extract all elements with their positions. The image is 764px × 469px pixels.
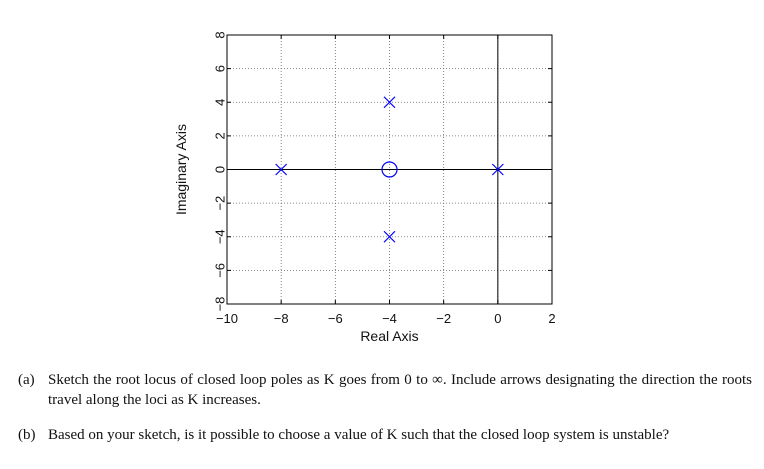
question-a-label: (a) (18, 372, 35, 388)
y-tick-label: −4 (212, 229, 227, 244)
pole-zero-markers (275, 96, 504, 243)
y-tick-label: 4 (212, 99, 227, 106)
x-tick-label: −8 (274, 311, 289, 326)
question-b-label: (b) (18, 427, 36, 443)
pole-marker-stroke (491, 163, 504, 176)
x-tick-label: 2 (548, 311, 555, 326)
pole-marker-stroke (383, 230, 396, 243)
x-tick-label: −6 (328, 311, 343, 326)
y-tick-label: 6 (212, 65, 227, 72)
axis-ticks (226, 34, 553, 305)
x-tick-label: −4 (382, 311, 397, 326)
question-a-text: Sketch the root locus of closed loop pol… (48, 372, 752, 408)
y-tick-labels: −8 −6 −4 −2 0 2 4 6 8 (212, 31, 227, 311)
x-tick-label: 0 (494, 311, 501, 326)
y-tick-label: 2 (212, 132, 227, 139)
pole-marker-stroke (275, 163, 288, 176)
x-tick-label: −10 (216, 311, 238, 326)
pole-marker (275, 163, 288, 176)
x-tick-labels: −10 −8 −6 −4 −2 0 2 (216, 311, 556, 326)
pole-marker (491, 163, 504, 176)
question-b-text: Based on your sketch, is it possible to … (48, 427, 670, 443)
zero-marker (381, 161, 398, 178)
y-tick-label: −6 (212, 263, 227, 278)
y-tick-label: −8 (212, 297, 227, 312)
y-tick-label: −2 (212, 196, 227, 211)
pole-marker (383, 96, 396, 109)
x-axis-label: Real Axis (360, 328, 418, 344)
y-tick-label: 8 (212, 31, 227, 38)
pole-marker-stroke (383, 96, 396, 109)
pole-marker (383, 230, 396, 243)
x-tick-label: −2 (436, 311, 451, 326)
y-tick-label: 0 (212, 166, 227, 173)
y-axis-label: Imaginary Axis (173, 124, 189, 215)
